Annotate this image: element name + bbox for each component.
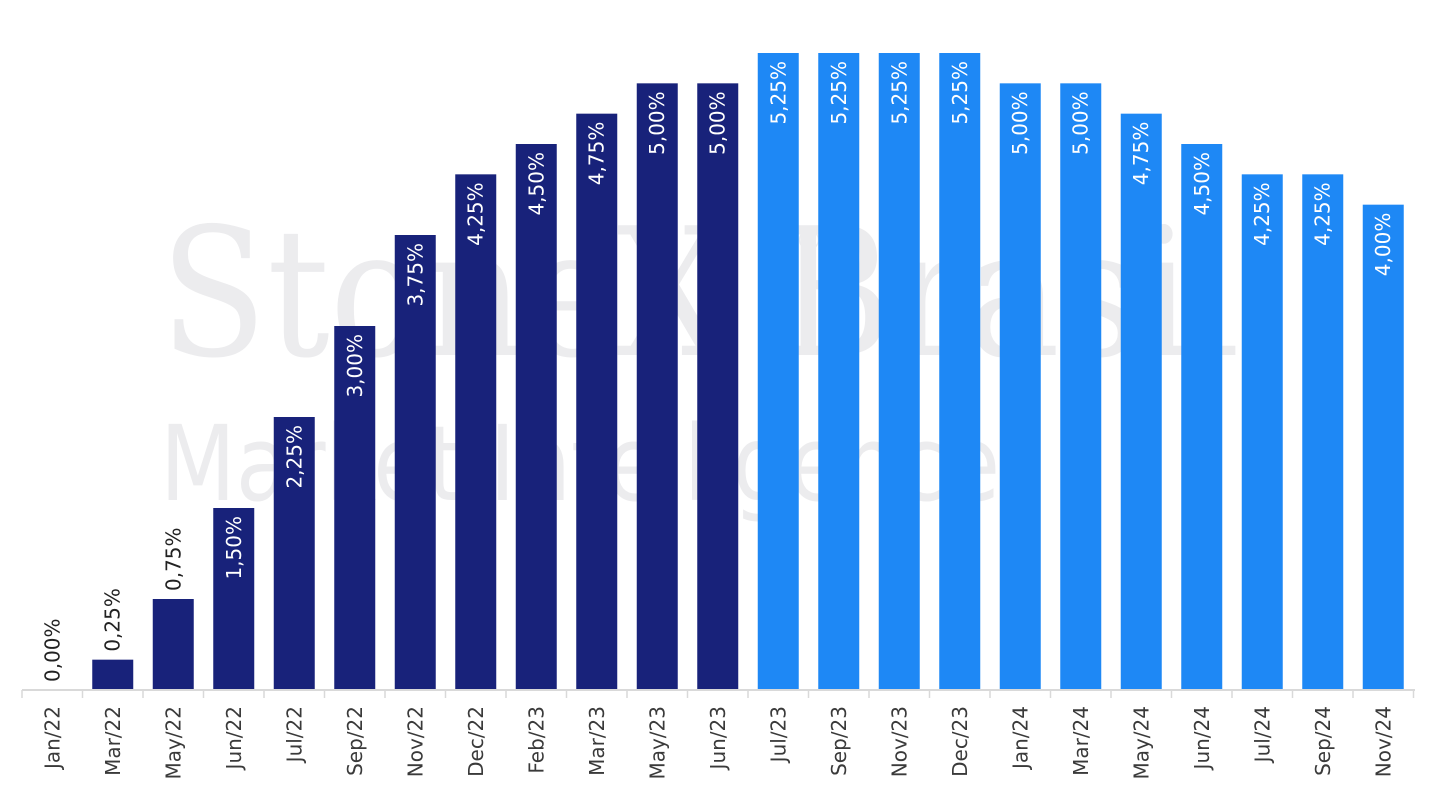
bar-value-label: 0,00% xyxy=(40,618,64,682)
bar-value-label: 4,25% xyxy=(1250,182,1274,246)
x-tick-label: Feb/23 xyxy=(524,706,548,774)
bar-feb-23 xyxy=(515,144,557,690)
x-tick-label: Dec/22 xyxy=(464,706,488,777)
bar-value-label: 5,00% xyxy=(645,91,669,155)
bar-dec-23 xyxy=(939,53,981,690)
x-tick-label: Mar/23 xyxy=(585,706,609,776)
x-tick-label: Jun/24 xyxy=(1190,706,1214,771)
x-tick-label: Jun/23 xyxy=(706,706,730,771)
bar-sep-22 xyxy=(334,326,376,690)
bar-labels: 0,00% 0,25% 0,75% 1,50% 2,25% 3,00% 3,75% 4,25%… xyxy=(40,61,1395,682)
bar-sep-24 xyxy=(1302,174,1344,691)
x-tick-label: Jan/22 xyxy=(40,706,64,771)
bar-value-label: 2,25% xyxy=(282,425,306,489)
bar-value-label: 5,00% xyxy=(1008,91,1032,155)
bars xyxy=(92,53,1404,691)
bar-jul-24 xyxy=(1241,174,1283,691)
bar-value-label: 1,50% xyxy=(222,516,246,580)
bar-nov-24 xyxy=(1362,204,1404,690)
bar-value-label: 5,00% xyxy=(1069,91,1093,155)
bar-value-label: 0,25% xyxy=(101,588,125,652)
bar-value-label: 5,25% xyxy=(827,61,851,125)
bar-mar-23 xyxy=(576,113,618,690)
x-tick-label: May/24 xyxy=(1129,706,1153,780)
bar-value-label: 3,75% xyxy=(403,243,427,307)
bar-value-label: 5,25% xyxy=(948,61,972,125)
bar-jun-23 xyxy=(697,83,739,691)
bar-nov-23 xyxy=(878,53,920,690)
bar-value-label: 4,25% xyxy=(1311,182,1335,246)
x-tick-label: Jul/22 xyxy=(282,706,306,764)
bar-may-24 xyxy=(1120,113,1162,690)
x-tick-label: Sep/22 xyxy=(343,706,367,776)
x-tick-label: Nov/22 xyxy=(403,706,427,777)
bar-jan-24 xyxy=(999,83,1041,691)
x-tick-label: Jul/23 xyxy=(766,706,790,764)
bar-may-22 xyxy=(152,599,194,690)
bar-dec-22 xyxy=(455,174,497,691)
bar-value-label: 5,25% xyxy=(887,61,911,125)
x-axis-labels: Jan/22 Mar/22 May/22 Jun/22 Jul/22 Sep/22 Nov/… xyxy=(40,706,1395,780)
bar-may-23 xyxy=(636,83,678,691)
x-tick-label: Nov/23 xyxy=(887,706,911,777)
bar-value-label: 4,75% xyxy=(1129,122,1153,186)
bar-value-label: 4,25% xyxy=(464,182,488,246)
x-tick-label: May/23 xyxy=(645,706,669,780)
bar-jul-22 xyxy=(273,417,315,690)
bar-value-label: 4,50% xyxy=(524,152,548,216)
x-tick-label: Sep/23 xyxy=(827,706,851,776)
x-tick-label: Jun/22 xyxy=(222,706,246,771)
x-axis-ticks xyxy=(21,690,1415,698)
bar-sep-23 xyxy=(818,53,860,690)
x-tick-label: May/22 xyxy=(161,706,185,780)
x-tick-label: Dec/23 xyxy=(948,706,972,777)
bar-value-label: 5,25% xyxy=(766,61,790,125)
bar-nov-22 xyxy=(394,235,436,690)
bar-value-label: 0,75% xyxy=(161,527,185,591)
x-tick-label: Mar/24 xyxy=(1069,706,1093,776)
bar-jun-24 xyxy=(1181,144,1223,690)
x-tick-label: Jan/24 xyxy=(1008,706,1032,771)
x-tick-label: Mar/22 xyxy=(101,706,125,776)
bar-value-label: 4,50% xyxy=(1190,152,1214,216)
bar-value-label: 4,75% xyxy=(585,122,609,186)
x-tick-label: Nov/24 xyxy=(1371,706,1395,777)
bar-mar-24 xyxy=(1060,83,1102,691)
bar-jul-23 xyxy=(757,53,799,690)
x-tick-label: Sep/24 xyxy=(1311,706,1335,776)
bar-value-label: 5,00% xyxy=(706,91,730,155)
bar-mar-22 xyxy=(92,659,134,690)
x-tick-label: Jul/24 xyxy=(1250,706,1274,764)
bar-value-label: 4,00% xyxy=(1371,213,1395,277)
bar-value-label: 3,00% xyxy=(343,334,367,398)
bar-jun-22 xyxy=(213,508,255,690)
